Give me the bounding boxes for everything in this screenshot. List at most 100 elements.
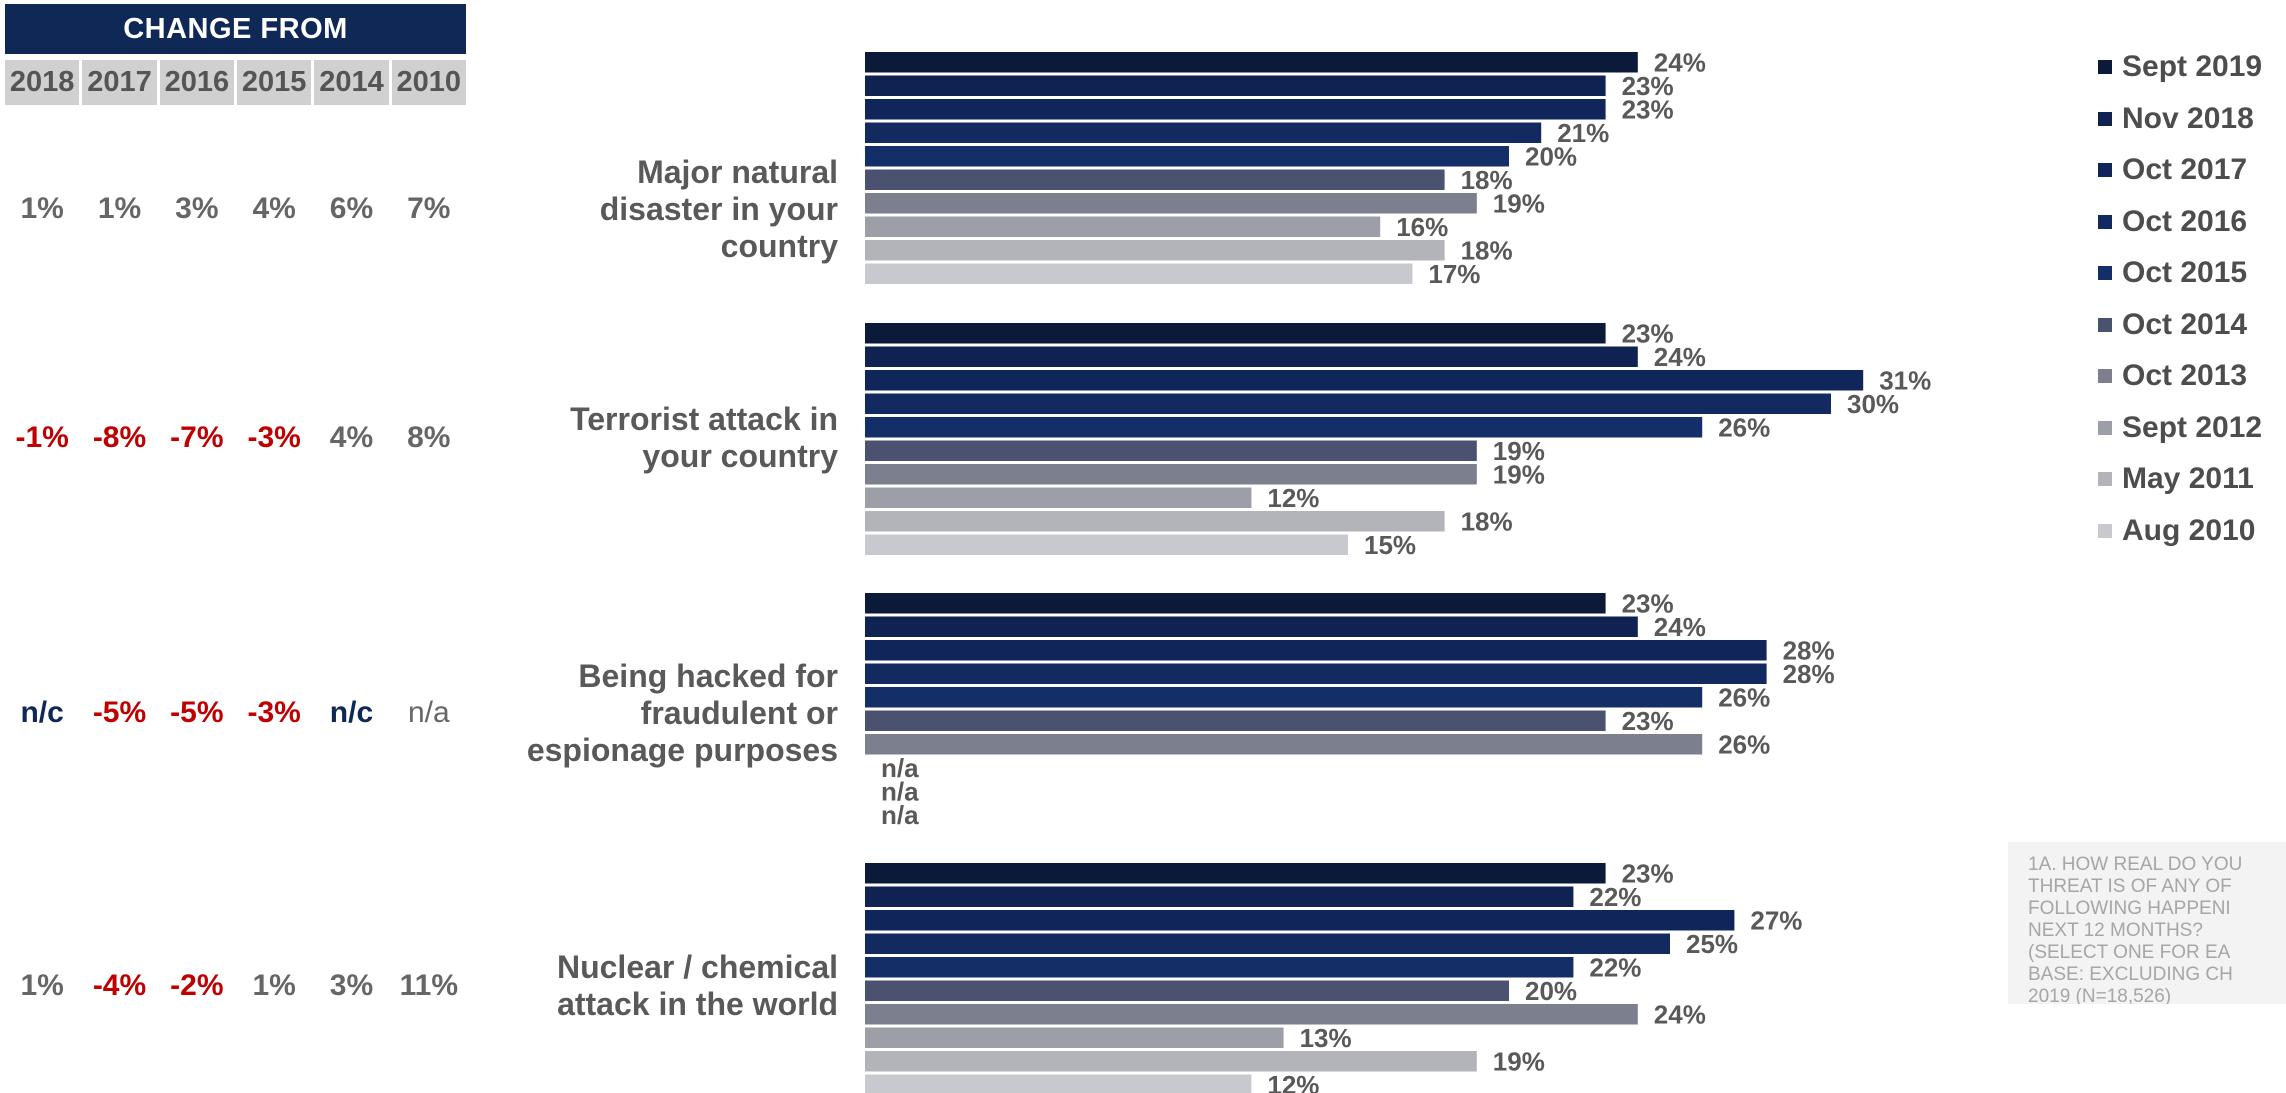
footnote-line: BASE: EXCLUDING CH [2028,964,2233,985]
bar-value-label: 19% [1493,1047,1545,1077]
bar-value-label: 19% [1493,460,1545,490]
bar-value-label: 24% [1654,1000,1706,1030]
legend-label: Nov 2018 [2122,101,2254,135]
legend-swatch [2098,163,2112,177]
bar [865,323,1606,344]
change-cell: -4% [92,969,147,1002]
change-cell: -1% [15,421,69,454]
bar [865,464,1477,485]
category-label-line: Being hacked for [578,657,838,694]
category-label-line: attack in the world [557,986,838,1022]
change-cell: -5% [170,696,224,729]
bar [865,52,1638,73]
bar-value-label: 31% [1879,366,1931,396]
legend-label: Oct 2013 [2122,359,2248,392]
change-cell: -2% [170,969,224,1002]
legend-item: Sept 2019 [2098,50,2262,84]
bar [865,487,1252,508]
change-cell: 6% [329,192,374,225]
bar-missing-label: n/a [881,800,919,830]
bar-value-label: 17% [1428,259,1480,289]
bar [865,910,1735,931]
year-header-2018: 2018 [5,60,80,105]
footnote-line: NEXT 12 MONTHS? [2028,920,2203,941]
change-row: -1% -8% -7% -3% 4% 8% [5,416,466,460]
bar [865,1004,1638,1025]
bar [865,710,1606,731]
bar [865,1074,1252,1093]
year-header-2015: 2015 [236,60,312,105]
bar-value-label: 20% [1525,976,1577,1006]
category-label-line: your country [642,438,838,474]
change-cell: -3% [247,696,301,729]
change-cell: 1% [20,969,64,1002]
bar [865,122,1542,143]
bar [865,370,1864,391]
category-label-line: fraudulent or [640,694,838,731]
legend-swatch [2098,111,2112,126]
change-cell: 8% [407,421,451,454]
bar-value-label: 23% [1622,589,1674,619]
bar [865,933,1670,954]
change-cell: n/a [407,696,450,729]
bar-value-label: 22% [1589,882,1641,912]
change-cell: 1% [20,192,64,225]
bar-value-label: 28% [1783,636,1835,666]
footnote-line: THREAT IS OF ANY OF [2028,876,2232,897]
category-label-line: Major natural [637,153,838,190]
category-label-line: disaster in your [599,190,838,227]
change-cell: -3% [247,421,301,454]
legend-item: Oct 2016 [2098,205,2247,239]
bar [865,146,1509,167]
bar [865,1051,1477,1072]
bar [865,957,1574,978]
bar [865,216,1381,237]
bar-value-label: 24% [1654,612,1706,642]
bar [865,263,1413,284]
bar-missing-label: n/a [881,777,919,807]
legend-label: Aug 2010 [2122,513,2256,547]
legend-swatch [2098,60,2112,74]
bar [865,886,1574,907]
legend-item: Sept 2012 [2098,411,2262,445]
category-label-line: Terrorist attack in [570,401,838,437]
footnote-line: 2019 (N=18,526) [2028,986,2172,1004]
legend-label: Sept 2012 [2122,410,2263,444]
legend-label: Oct 2017 [2122,153,2248,186]
category-label-line: country [720,227,838,264]
bar [865,616,1638,637]
change-cell: -7% [170,421,224,454]
year-header-row: 2018 2017 2016 2015 2014 2010 [5,60,466,105]
footnote-line: 1A. HOW REAL DO YOU [2028,854,2243,875]
bar [865,346,1638,367]
bar-value-label: 19% [1493,436,1545,466]
year-header-2014: 2014 [314,60,389,105]
legend-swatch [2098,369,2112,383]
change-cell: 4% [252,192,296,225]
bar-value-label: 26% [1718,730,1770,760]
year-header-2010: 2010 [391,60,466,105]
legend-item: May 2011 [2098,462,2254,496]
bar [865,734,1703,755]
bar-value-label: 23% [1622,71,1674,101]
bar-value-label: 25% [1686,929,1738,959]
legend-item: Oct 2017 [2098,153,2247,187]
bar [865,99,1606,120]
bar [865,169,1445,190]
bar [865,687,1703,708]
bar [865,863,1606,884]
change-cell: 3% [175,192,219,225]
legend-item: Nov 2018 [2098,102,2254,136]
legend-swatch [2098,472,2112,486]
bar-value-label: 23% [1622,859,1674,889]
question-footnote: 1A. HOW REAL DO YOU THREAT IS OF ANY OF FO… [2008,842,2286,1004]
legend-label: Oct 2015 [2122,256,2248,289]
bar [865,1027,1284,1048]
bar-value-label: 12% [1267,483,1319,513]
change-cell: n/c [20,696,64,729]
bar-value-label: 23% [1622,319,1674,349]
bar [865,440,1477,461]
change-cell: -8% [92,421,147,454]
change-from-header: CHANGE FROM [5,4,466,54]
bar-missing-label: n/a [881,753,919,783]
